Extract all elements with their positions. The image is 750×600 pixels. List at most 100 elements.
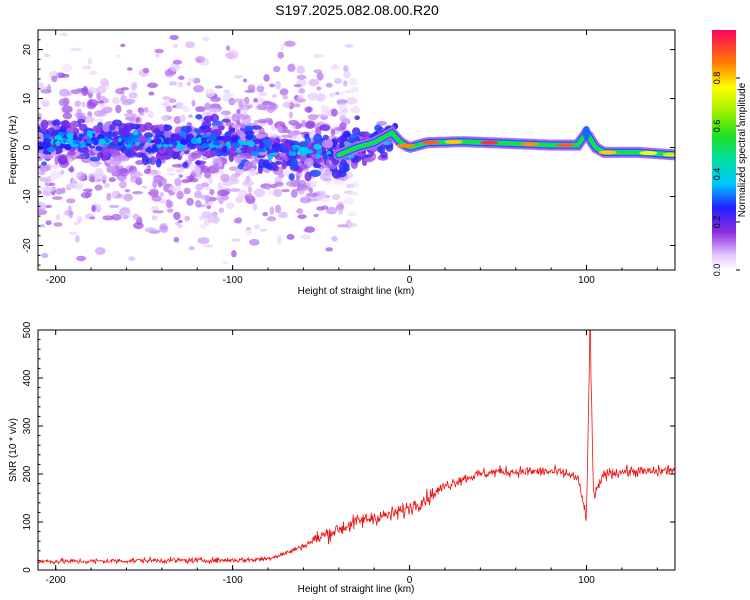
spectrogram-frame — [37, 29, 676, 271]
noise-speckle — [201, 182, 210, 187]
noise-blob — [229, 127, 236, 133]
ridge-peak — [639, 151, 658, 156]
noise-speckle — [38, 209, 48, 216]
noise-speckle — [152, 210, 164, 214]
noise-speckle — [305, 192, 318, 198]
noise-speckle — [38, 201, 47, 209]
noise-blob — [319, 124, 331, 132]
ridge-blob — [201, 133, 208, 138]
noise-speckle — [60, 169, 65, 175]
ridge-blob — [117, 137, 122, 143]
noise-blob — [155, 158, 162, 168]
noise-speckle — [76, 171, 86, 181]
noise-speckle — [324, 177, 332, 182]
noise-blob — [102, 123, 111, 133]
ridge-blob — [305, 149, 314, 154]
noise-speckle — [307, 92, 318, 101]
noise-blob — [82, 149, 90, 154]
ridge-blob — [55, 140, 61, 147]
noise-speckle — [166, 208, 174, 213]
noise-speckle — [169, 34, 179, 41]
noise-speckle — [342, 108, 349, 113]
ridge-blob — [313, 143, 322, 150]
noise-speckle — [89, 216, 96, 220]
y-tick-label: 10 — [22, 93, 33, 105]
ridge-blob — [231, 136, 237, 142]
ridge-peak — [520, 142, 539, 147]
noise-speckle — [299, 234, 311, 239]
noise-blob — [217, 125, 224, 130]
noise-speckle — [166, 167, 175, 173]
y-tick-label: 20 — [22, 44, 33, 56]
noise-speckle — [82, 188, 93, 192]
noise-speckle — [38, 164, 46, 170]
noise-speckle — [38, 82, 45, 91]
noise-blob — [376, 120, 388, 126]
noise-speckle — [176, 190, 184, 200]
y-tick-label: -10 — [22, 189, 33, 204]
noise-speckle — [229, 178, 240, 185]
noise-speckle — [246, 167, 257, 177]
noise-speckle — [242, 78, 248, 83]
noise-speckle — [247, 186, 253, 193]
noise-speckle — [345, 183, 355, 189]
noise-blob — [374, 124, 383, 132]
noise-speckle — [313, 213, 319, 218]
ridge-blob — [222, 145, 228, 153]
noise-speckle — [275, 80, 281, 90]
snr-panel: -200 -100 0 100 0 100 200 300 400 500 Height of s… — [8, 321, 676, 595]
ridge-blob — [86, 129, 93, 137]
noise-blob — [70, 120, 79, 129]
noise-speckle — [227, 50, 239, 59]
noise-speckle — [233, 218, 240, 224]
noise-blob — [339, 159, 347, 167]
ridge-blob — [66, 132, 76, 140]
noise-speckle — [50, 170, 63, 179]
colorbar-tick-label: 0.4 — [712, 168, 722, 181]
noise-speckle — [307, 180, 318, 188]
snr-plot-area — [38, 330, 675, 566]
ridge-blob — [298, 146, 306, 153]
noise-speckle — [241, 116, 252, 124]
noise-blob — [158, 123, 165, 132]
noise-speckle — [40, 99, 50, 106]
noise-speckle — [242, 179, 254, 187]
noise-speckle — [278, 173, 285, 179]
colorbar: 0.0 0.2 0.4 0.6 0.8 Normalized spectral ampl… — [712, 30, 748, 276]
colorbar-label: Normalized spectral amplitude — [737, 82, 748, 217]
noise-speckle — [201, 111, 208, 116]
ridge-blob — [283, 146, 288, 153]
noise-speckle — [135, 160, 144, 165]
spike-feature — [582, 125, 591, 140]
noise-speckle — [343, 71, 352, 79]
noise-speckle — [331, 108, 338, 117]
y-tick-label: 0 — [22, 567, 33, 573]
noise-speckle — [280, 134, 293, 138]
noise-blob — [264, 163, 273, 170]
colorbar-tick-label: 0.6 — [712, 120, 722, 133]
noise-speckle — [343, 197, 355, 205]
noise-speckle — [304, 106, 313, 113]
noise-speckle — [120, 94, 127, 104]
noise-speckle — [123, 193, 133, 202]
noise-speckle — [262, 211, 269, 217]
noise-speckle — [321, 109, 332, 117]
noise-speckle — [299, 196, 312, 204]
y-tick-label: 200 — [22, 465, 33, 482]
noise-speckle — [41, 253, 49, 259]
noise-speckle — [347, 222, 358, 228]
noise-speckle — [279, 88, 289, 96]
noise-speckle — [61, 105, 73, 114]
ridge-blob — [90, 137, 97, 142]
ridge-blob — [179, 131, 187, 137]
noise-speckle — [172, 187, 182, 192]
noise-speckle — [283, 40, 296, 47]
ridge-blob — [208, 134, 217, 141]
noise-speckle — [273, 188, 283, 198]
noise-speckle — [296, 74, 307, 80]
noise-speckle — [128, 256, 136, 261]
noise-speckle — [184, 41, 196, 49]
noise-blob — [322, 139, 334, 149]
noise-speckle — [200, 165, 210, 173]
ridge-blob — [292, 146, 298, 151]
